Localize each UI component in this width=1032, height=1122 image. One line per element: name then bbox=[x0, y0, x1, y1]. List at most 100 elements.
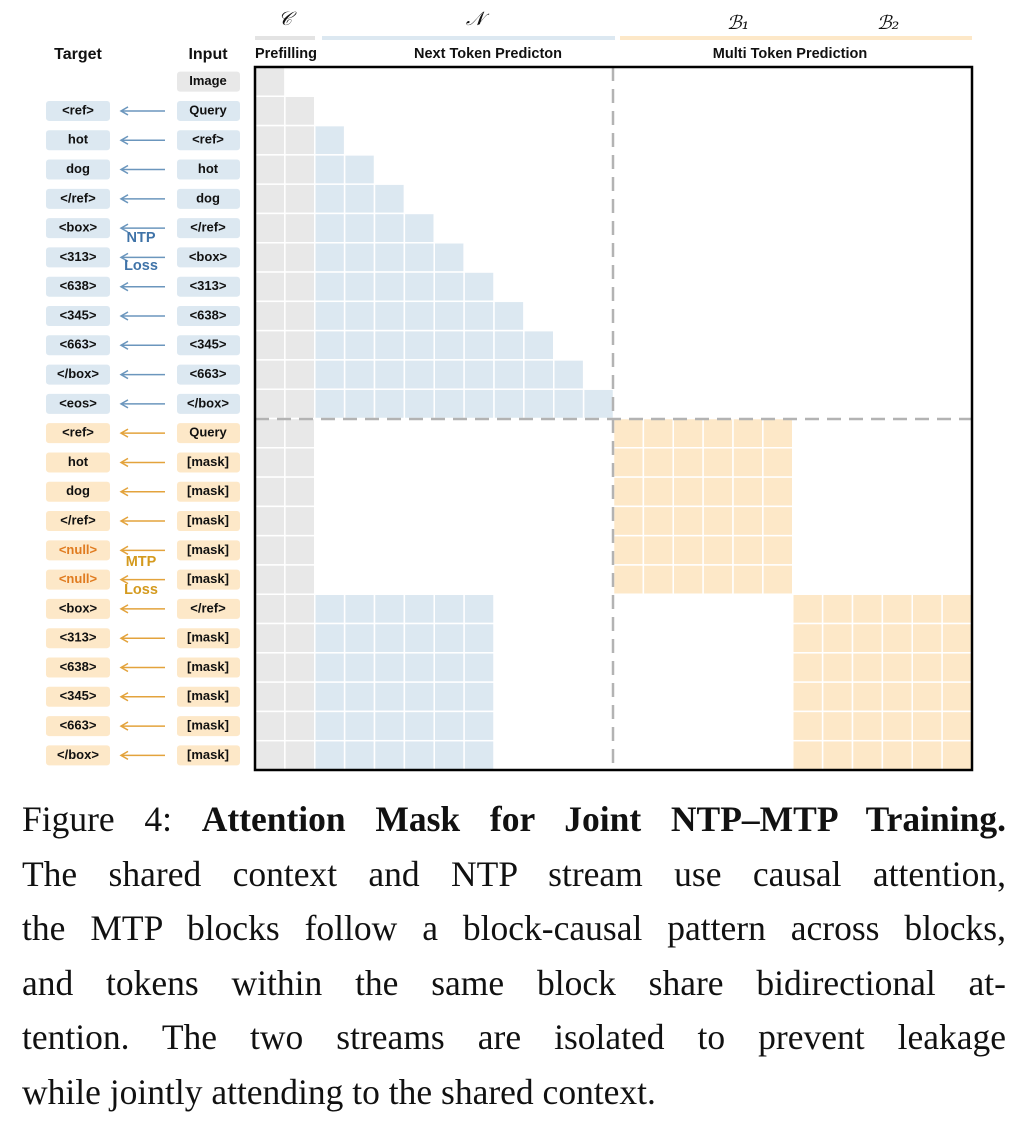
mask-cell bbox=[373, 710, 406, 742]
input-token: [mask] bbox=[187, 542, 229, 557]
mask-cell bbox=[343, 388, 376, 420]
mask-cell bbox=[642, 534, 674, 566]
mask-cell bbox=[493, 359, 525, 390]
target-pill bbox=[46, 159, 110, 180]
mask-cell bbox=[672, 447, 704, 478]
arrow-head bbox=[119, 428, 129, 438]
mask-cell bbox=[254, 212, 286, 244]
mask-cell bbox=[314, 212, 346, 244]
mask-cell bbox=[911, 739, 943, 771]
mask-cell bbox=[254, 95, 286, 127]
mask-cell bbox=[314, 739, 346, 771]
caption: Figure 4: Attention Mask for Joint NTP–M… bbox=[22, 792, 1006, 1119]
mask-cell bbox=[343, 652, 376, 683]
mask-cell bbox=[284, 242, 316, 273]
group-symbol: 𝒩 bbox=[466, 8, 490, 30]
arrow-head bbox=[119, 457, 129, 468]
mask-cell bbox=[851, 681, 884, 713]
mask-border bbox=[253, 65, 974, 772]
mask-cell bbox=[762, 447, 794, 478]
arrow-head bbox=[119, 399, 129, 409]
target-pill bbox=[46, 364, 110, 385]
input-pill bbox=[177, 364, 240, 385]
mask-cell bbox=[881, 593, 913, 625]
input-pill bbox=[177, 100, 240, 121]
target-pill bbox=[46, 305, 110, 326]
mask-cell bbox=[911, 622, 943, 654]
mask-cell bbox=[732, 534, 764, 566]
loss-label: Loss bbox=[124, 258, 158, 274]
mask-cell bbox=[702, 447, 734, 478]
mask-cell bbox=[821, 593, 854, 625]
mask-cell bbox=[732, 447, 764, 478]
mask-cell bbox=[343, 271, 376, 303]
input-token: [mask] bbox=[187, 512, 229, 527]
input-token: [mask] bbox=[187, 454, 229, 469]
mask-cell bbox=[254, 242, 286, 273]
mask-cell bbox=[941, 622, 973, 654]
target-pill bbox=[46, 335, 110, 356]
mask-cell bbox=[254, 564, 286, 595]
mask-cell bbox=[314, 183, 346, 215]
input-token: [mask] bbox=[187, 630, 229, 645]
mask-cell bbox=[403, 681, 435, 713]
mask-cell bbox=[373, 388, 406, 420]
target-token: <null> bbox=[59, 542, 98, 557]
loss-label: Loss bbox=[124, 582, 158, 598]
input-token: </ref> bbox=[190, 600, 226, 615]
input-pill bbox=[177, 569, 240, 590]
mask-cell bbox=[911, 710, 943, 742]
mask-cell bbox=[254, 271, 286, 303]
mask-cell bbox=[403, 652, 435, 683]
input-token: [mask] bbox=[187, 688, 229, 703]
target-pill bbox=[46, 540, 110, 561]
mask-cell bbox=[403, 388, 435, 420]
mask-cell bbox=[284, 652, 316, 683]
mask-cell bbox=[433, 681, 465, 713]
mask-cell bbox=[463, 622, 495, 654]
mask-cell bbox=[433, 739, 465, 771]
mask-cell bbox=[463, 710, 495, 742]
mask-cell bbox=[284, 154, 316, 185]
mask-cell bbox=[493, 300, 525, 332]
mask-cell bbox=[343, 681, 376, 713]
mask-cell bbox=[343, 300, 376, 332]
target-token: hot bbox=[68, 132, 89, 147]
target-pill bbox=[46, 569, 110, 590]
column-header: Target bbox=[54, 46, 102, 63]
target-pill bbox=[46, 511, 110, 532]
mask-cell bbox=[732, 505, 764, 537]
mask-cell bbox=[254, 183, 286, 215]
mask-cell bbox=[314, 154, 346, 185]
mask-cell bbox=[792, 710, 824, 742]
mask-cell bbox=[284, 388, 316, 420]
input-pill bbox=[177, 218, 240, 239]
mask-cell bbox=[433, 622, 465, 654]
input-token: [mask] bbox=[187, 659, 229, 674]
mask-cell bbox=[403, 212, 435, 244]
group-symbol: ℬ₁ bbox=[727, 12, 750, 34]
mask-cell bbox=[284, 183, 316, 215]
mask-cell bbox=[403, 593, 435, 625]
mask-cell bbox=[881, 652, 913, 683]
mask-cell bbox=[463, 652, 495, 683]
mask-cell bbox=[881, 622, 913, 654]
mask-cell bbox=[254, 154, 286, 185]
mask-cell bbox=[343, 710, 376, 742]
mask-cell bbox=[821, 739, 854, 771]
mask-cell bbox=[254, 359, 286, 390]
input-token: [mask] bbox=[187, 718, 229, 733]
target-pill bbox=[46, 598, 110, 619]
caption-line: Figure 4: Attention Mask for Joint NTP–M… bbox=[22, 792, 1006, 847]
target-pill bbox=[46, 188, 110, 209]
target-token: <663> bbox=[60, 718, 97, 733]
mask-cell bbox=[911, 593, 943, 625]
mask-cell bbox=[373, 212, 406, 244]
caption-line: while jointly attending to the shared co… bbox=[22, 1071, 656, 1112]
group-symbol: ℬ₂ bbox=[877, 12, 900, 34]
arrow-head bbox=[119, 721, 129, 731]
mask-cell bbox=[254, 739, 286, 771]
mask-cell bbox=[284, 359, 316, 390]
mask-cell bbox=[403, 739, 435, 771]
caption-line: the MTP blocks follow a block-causal pat… bbox=[22, 908, 1006, 948]
